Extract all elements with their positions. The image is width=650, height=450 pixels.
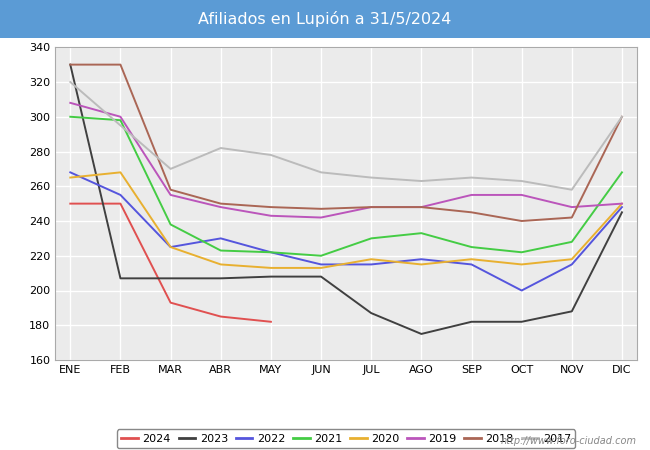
Text: http://www.foro-ciudad.com: http://www.foro-ciudad.com (501, 436, 637, 446)
Legend: 2024, 2023, 2022, 2021, 2020, 2019, 2018, 2017: 2024, 2023, 2022, 2021, 2020, 2019, 2018… (117, 429, 575, 448)
Text: Afiliados en Lupión a 31/5/2024: Afiliados en Lupión a 31/5/2024 (198, 11, 452, 27)
